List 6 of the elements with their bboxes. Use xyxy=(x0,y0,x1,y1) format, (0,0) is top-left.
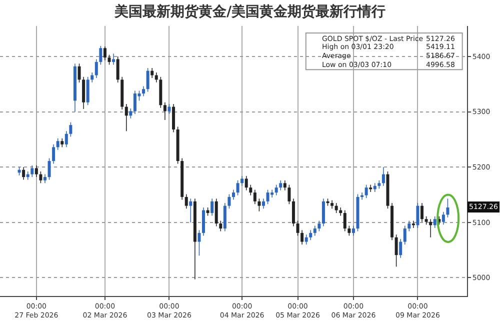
candlestick xyxy=(429,219,432,238)
candlestick xyxy=(369,184,372,192)
candlestick xyxy=(412,220,415,228)
chart-title: 美国最新期货黄金/美国黄金期货最新行情行 xyxy=(113,2,386,20)
candlestick xyxy=(360,192,364,200)
candlestick xyxy=(112,54,116,65)
